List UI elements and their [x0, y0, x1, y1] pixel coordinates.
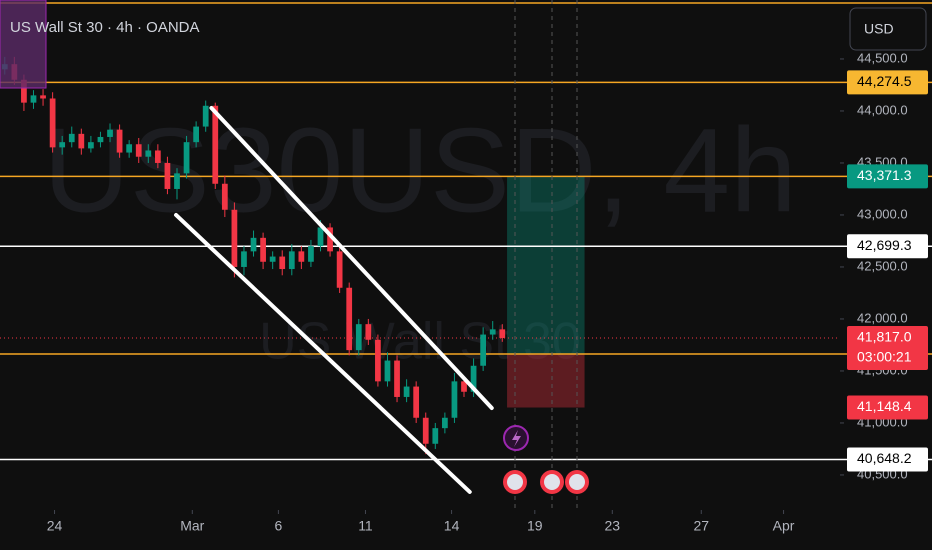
x-tick-label: 24 [47, 518, 63, 534]
candle-body [164, 162, 171, 189]
price-label: 40,648.2 [857, 450, 912, 466]
y-tick-label: 42,000.0 [857, 310, 908, 325]
last-price-label-bg [847, 325, 928, 370]
candle-body [241, 251, 247, 267]
candle-body [260, 237, 266, 262]
price-label-bg [847, 395, 928, 420]
trendline [174, 212, 472, 494]
candle-body [250, 237, 257, 252]
candle-body [308, 246, 314, 262]
candle-body [49, 98, 56, 148]
candle-body [97, 136, 104, 143]
y-tick-label: 44,500.0 [857, 50, 908, 65]
candle-body [59, 142, 66, 148]
candle-body [202, 105, 209, 127]
chart-title: US Wall St 30 · 4h · OANDA [10, 19, 200, 36]
candle-body [279, 256, 286, 270]
candle-body [193, 126, 199, 143]
candle-body [346, 287, 353, 351]
candle-body [30, 95, 37, 103]
flag [544, 474, 560, 490]
candle-body [365, 324, 372, 340]
candle-body [40, 95, 46, 99]
candle-body [88, 142, 94, 149]
candle-body [154, 150, 161, 163]
candle-body [403, 386, 410, 397]
candle-body [394, 360, 400, 397]
candle-body [489, 329, 496, 335]
flag [569, 474, 585, 490]
highlight-box [0, 0, 47, 89]
x-tick-label: 27 [693, 518, 709, 534]
x-tick-label: Apr [773, 518, 795, 534]
price-label-bg [847, 234, 928, 259]
candle-body [480, 334, 487, 366]
candle-body [461, 381, 467, 392]
currency-label: USD [864, 21, 894, 37]
candle-body [221, 183, 228, 210]
last-price-label: 41,817.0 [857, 329, 912, 345]
plot-area [0, 2, 932, 494]
stop-zone [507, 354, 585, 408]
x-tick-label: 6 [275, 518, 283, 534]
x-tick-label: Mar [180, 518, 204, 534]
candle-body [21, 79, 27, 103]
candle-body [422, 417, 429, 444]
candle-body [432, 428, 439, 444]
candle-body [317, 227, 324, 247]
price-label-bg [847, 164, 928, 189]
candle-body [499, 329, 506, 338]
candle-body [288, 251, 295, 270]
countdown: 03:00:21 [857, 349, 912, 365]
candle-body [336, 251, 343, 288]
flag [507, 474, 523, 490]
x-tick-label: 19 [527, 518, 543, 534]
candle-body [355, 324, 362, 351]
price-label-bg [847, 70, 928, 95]
event-icons[interactable] [503, 425, 589, 494]
x-tick-label: 14 [444, 518, 460, 534]
target-zone [507, 176, 585, 355]
price-label: 41,148.4 [857, 398, 912, 414]
y-tick-label: 43,000.0 [857, 206, 908, 221]
x-tick-label: 23 [605, 518, 621, 534]
candle-body [116, 129, 123, 153]
candle-body [442, 417, 448, 429]
candle-body [145, 150, 152, 157]
candle-body [212, 105, 219, 184]
watermark: US30USD, 4h [43, 104, 797, 238]
candle-body [413, 386, 420, 418]
candle-body [135, 144, 142, 157]
candle-body [451, 381, 458, 418]
candle-body [327, 227, 333, 252]
candle-body [269, 256, 276, 262]
y-tick-label: 44,000.0 [857, 102, 908, 117]
trendline [209, 105, 494, 410]
candle-body [231, 209, 238, 267]
candle-body [78, 133, 85, 149]
price-label: 43,371.3 [857, 167, 912, 183]
price-label-bg [847, 447, 928, 472]
candle-body [384, 360, 391, 382]
price-label: 44,274.5 [857, 73, 912, 89]
candle-body [174, 173, 180, 189]
event-lines [514, 0, 578, 510]
candle-body [298, 251, 305, 262]
candle-body [375, 339, 381, 382]
y-tick-label: 42,500.0 [857, 258, 908, 273]
price-label: 42,699.3 [857, 237, 912, 253]
candle-body [68, 133, 75, 143]
price-axis: 40,500.041,000.041,500.042,000.042,500.0… [47, 50, 928, 534]
candle-body [107, 129, 113, 137]
x-tick-label: 11 [358, 518, 373, 534]
candle-body [183, 142, 190, 174]
currency-button[interactable] [849, 7, 927, 51]
lightning [512, 430, 521, 447]
candle-body [470, 365, 477, 392]
candle-body [126, 144, 133, 153]
